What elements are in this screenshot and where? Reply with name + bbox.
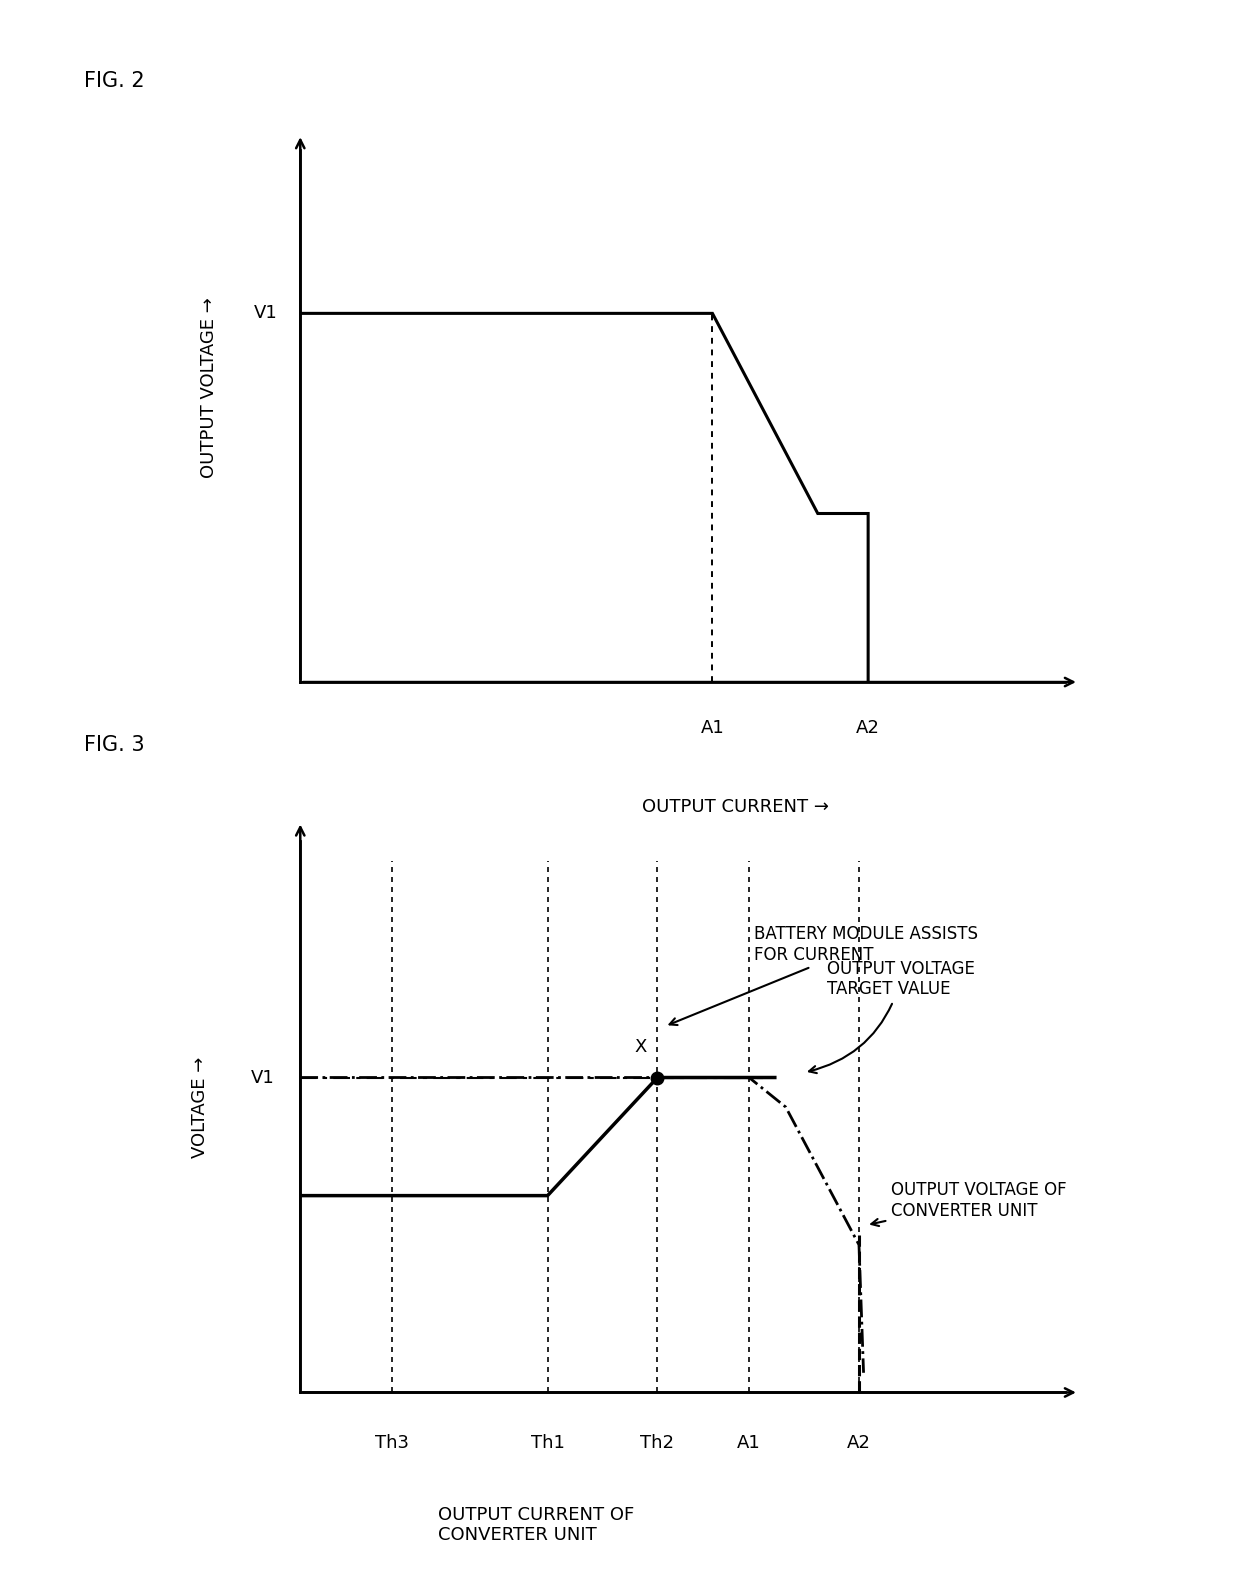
Text: Th2: Th2 — [641, 1433, 675, 1452]
Text: Th3: Th3 — [374, 1433, 409, 1452]
Text: OUTPUT CURRENT OF
CONVERTER UNIT: OUTPUT CURRENT OF CONVERTER UNIT — [438, 1506, 634, 1545]
Text: OUTPUT VOLTAGE
TARGET VALUE: OUTPUT VOLTAGE TARGET VALUE — [808, 959, 975, 1073]
Text: X: X — [635, 1038, 647, 1055]
Text: OUTPUT CURRENT →: OUTPUT CURRENT → — [642, 798, 828, 815]
Text: FIG. 2: FIG. 2 — [84, 71, 145, 92]
Text: FIG. 3: FIG. 3 — [84, 735, 145, 755]
Text: A2: A2 — [856, 719, 880, 736]
Text: Th1: Th1 — [531, 1433, 564, 1452]
Text: A2: A2 — [847, 1433, 870, 1452]
Text: V1: V1 — [254, 305, 278, 322]
Text: BATTERY MODULE ASSISTS
FOR CURRENT: BATTERY MODULE ASSISTS FOR CURRENT — [670, 926, 977, 1025]
Text: V1: V1 — [250, 1068, 274, 1087]
Text: A1: A1 — [738, 1433, 761, 1452]
Text: A1: A1 — [701, 719, 724, 736]
Text: OUTPUT VOLTAGE OF
CONVERTER UNIT: OUTPUT VOLTAGE OF CONVERTER UNIT — [872, 1182, 1066, 1226]
Text: VOLTAGE →: VOLTAGE → — [191, 1057, 208, 1158]
Text: OUTPUT VOLTAGE →: OUTPUT VOLTAGE → — [200, 297, 218, 477]
